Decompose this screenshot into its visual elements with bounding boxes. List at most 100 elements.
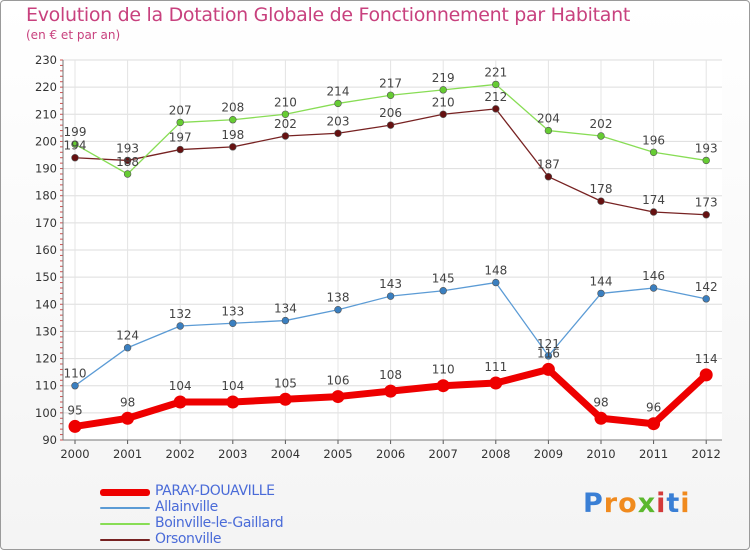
data-label: 202 [274, 117, 297, 131]
data-label: 188 [116, 155, 139, 169]
data-point [334, 99, 342, 108]
data-point [597, 132, 605, 140]
data-label: 111 [484, 360, 507, 374]
data-point [649, 284, 658, 292]
logo-letter: i [680, 488, 691, 519]
data-point [492, 105, 500, 113]
data-label: 116 [537, 346, 560, 360]
data-label: 206 [379, 106, 402, 120]
x-tick-label: 2010 [586, 447, 615, 461]
logo-letter: i [656, 488, 667, 519]
data-label: 173 [695, 196, 718, 210]
data-point [176, 145, 184, 154]
data-point [541, 362, 555, 376]
data-point [649, 208, 658, 216]
x-tick-label: 2003 [218, 447, 247, 461]
data-point [384, 384, 398, 398]
data-label: 210 [274, 95, 297, 109]
data-label: 110 [432, 363, 455, 377]
data-point [699, 368, 713, 382]
data-label: 212 [484, 90, 507, 104]
data-point [71, 140, 79, 148]
y-tick-label: 190 [35, 162, 57, 176]
data-point [71, 382, 79, 390]
legend-swatch [100, 539, 150, 541]
y-tick-label: 200 [35, 134, 57, 148]
data-label: 196 [642, 133, 665, 147]
legend-swatch [100, 489, 150, 496]
logo-letter: P [583, 488, 604, 519]
data-point [439, 287, 447, 295]
x-tick-label: 2004 [271, 447, 300, 461]
x-tick-label: 2002 [166, 447, 195, 461]
data-point [702, 156, 710, 165]
y-tick-label: 230 [35, 53, 57, 67]
data-label: 199 [64, 125, 87, 139]
logo-letter: x [637, 488, 657, 519]
data-label: 98 [120, 395, 135, 409]
data-point [597, 197, 605, 205]
y-tick-label: 130 [35, 324, 57, 338]
data-label: 194 [64, 139, 87, 153]
data-point [544, 352, 553, 360]
data-point [386, 121, 395, 129]
data-point [281, 316, 290, 325]
data-point [492, 80, 500, 89]
data-label: 148 [484, 264, 507, 278]
logo-letter: o [618, 488, 638, 519]
legend-label: Allainville [155, 499, 218, 515]
chart-title: Evolution de la Dotation Globale de Fonc… [26, 4, 631, 26]
data-point [436, 379, 450, 393]
data-point [123, 170, 132, 178]
data-label: 106 [327, 374, 350, 388]
logo-letter: t [666, 488, 681, 519]
data-label: 138 [327, 291, 350, 305]
data-label: 204 [537, 112, 560, 126]
data-point [439, 86, 447, 94]
legend-label: PARAY-DOUAVILLE [155, 483, 275, 499]
data-point [123, 156, 132, 165]
data-label: 145 [432, 272, 455, 286]
data-point [68, 419, 82, 433]
data-point [544, 173, 553, 181]
data-label: 203 [327, 114, 350, 128]
data-point [71, 154, 79, 162]
data-label: 202 [590, 117, 613, 131]
legend-label: Boinville-le-Gaillard [155, 515, 284, 531]
data-point [544, 126, 553, 135]
data-label: 193 [116, 141, 139, 155]
data-label: 143 [379, 277, 402, 291]
x-tick-label: 2000 [60, 447, 89, 461]
data-label: 133 [221, 304, 244, 318]
x-tick-label: 2009 [534, 447, 563, 461]
data-label: 104 [221, 379, 244, 393]
data-label: 146 [642, 269, 665, 283]
data-point [492, 278, 500, 287]
data-label: 104 [169, 379, 192, 393]
x-tick-label: 2011 [639, 447, 668, 461]
data-label: 174 [642, 193, 665, 207]
data-label: 105 [274, 376, 297, 390]
data-label: 114 [695, 352, 718, 366]
data-point [229, 319, 237, 327]
y-tick-label: 150 [35, 270, 57, 284]
data-label: 197 [169, 131, 192, 145]
data-label: 108 [379, 368, 402, 382]
y-tick-label: 100 [35, 406, 57, 420]
data-point [229, 116, 237, 124]
x-tick-label: 2007 [429, 447, 458, 461]
data-label: 132 [169, 307, 192, 321]
y-tick-label: 120 [35, 352, 57, 366]
data-label: 217 [379, 76, 402, 90]
data-label: 95 [67, 403, 82, 417]
data-point [176, 118, 184, 127]
data-point [439, 110, 447, 118]
data-label: 219 [432, 71, 455, 85]
data-point [121, 411, 135, 425]
data-label: 193 [695, 141, 718, 155]
data-point [702, 211, 710, 219]
data-point [226, 395, 240, 409]
data-point [597, 289, 605, 298]
x-tick-label: 2006 [376, 447, 405, 461]
